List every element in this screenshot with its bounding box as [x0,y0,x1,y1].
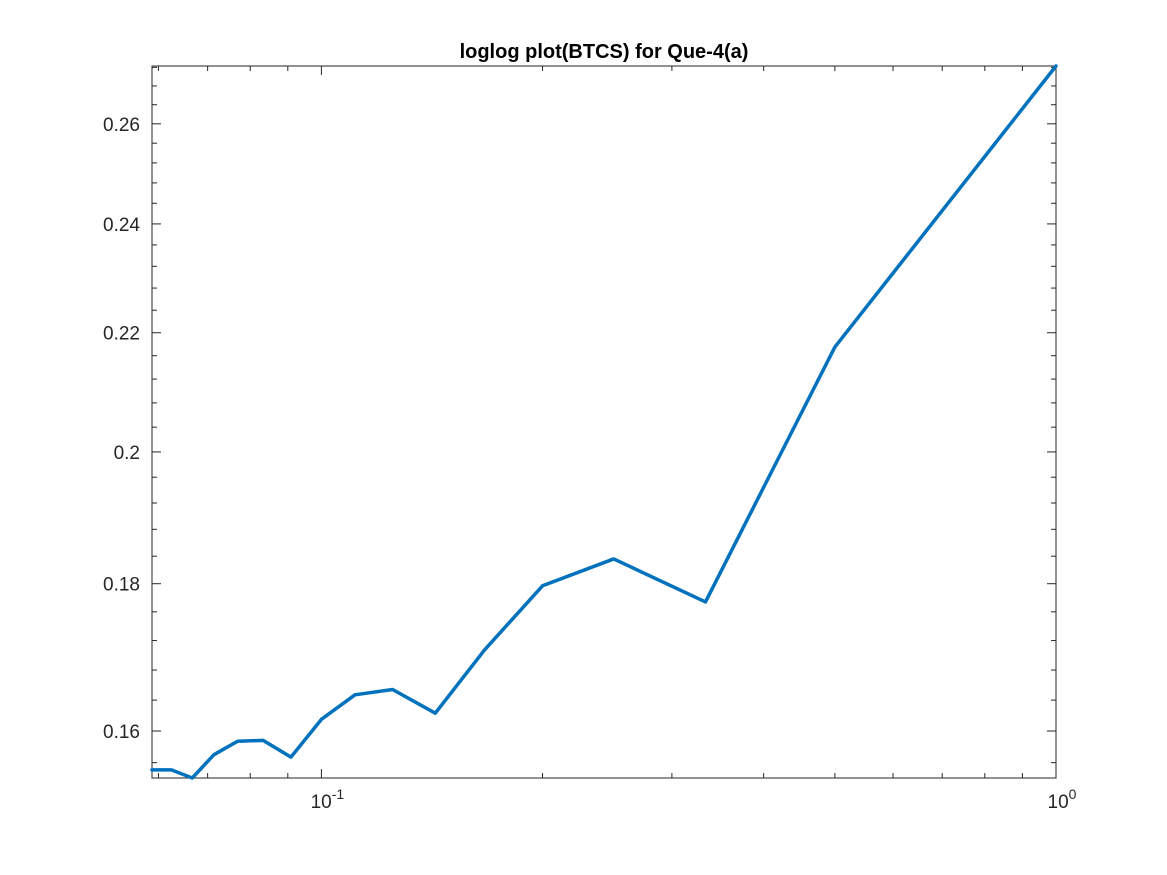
chart-title: loglog plot(BTCS) for Que-4(a) [460,41,749,63]
y-tick-label: 0.24 [103,215,140,236]
y-tick-label: 0.2 [114,443,140,464]
series-layer [150,64,1058,780]
x-tick-label: 10-1 [311,786,345,813]
y-tick-label: 0.16 [103,722,140,743]
y-axis: 0.16 0.18 0.2 0.22 0.24 0.26 [103,115,1056,743]
series-line [150,64,1058,780]
x-axis: 10-1 100 [311,66,1077,813]
y-tick-label: 0.26 [103,115,140,136]
y-tick-label: 0.18 [103,575,140,596]
y-tick-label: 0.22 [103,324,140,345]
x-tick-label: 100 [1048,786,1077,813]
plot-area [151,65,1057,779]
